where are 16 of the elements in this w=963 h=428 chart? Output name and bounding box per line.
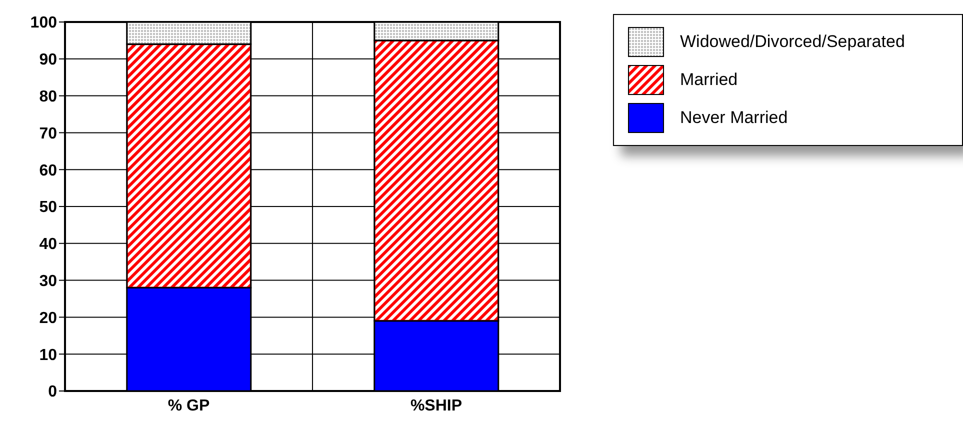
y-tick-label: 30 — [39, 272, 58, 290]
x-tick-label: % GP — [168, 397, 210, 414]
y-tick-label: 0 — [48, 384, 58, 401]
y-tick-label: 60 — [39, 162, 58, 180]
y-tick-label: 50 — [39, 199, 58, 216]
legend-label: Married — [680, 70, 738, 90]
y-tick-label: 100 — [30, 14, 58, 32]
legend-label: Never Married — [680, 108, 788, 128]
y-tick-label: 10 — [39, 346, 58, 364]
y-tick-label: 80 — [39, 88, 58, 106]
y-tick-label: 70 — [39, 125, 58, 142]
legend-label: Widowed/Divorced/Separated — [680, 32, 905, 52]
y-tick-label: 20 — [39, 310, 58, 327]
x-tick-label: %SHIP — [410, 397, 462, 414]
y-tick-label: 40 — [39, 236, 58, 254]
y-tick-label: 90 — [39, 52, 58, 69]
